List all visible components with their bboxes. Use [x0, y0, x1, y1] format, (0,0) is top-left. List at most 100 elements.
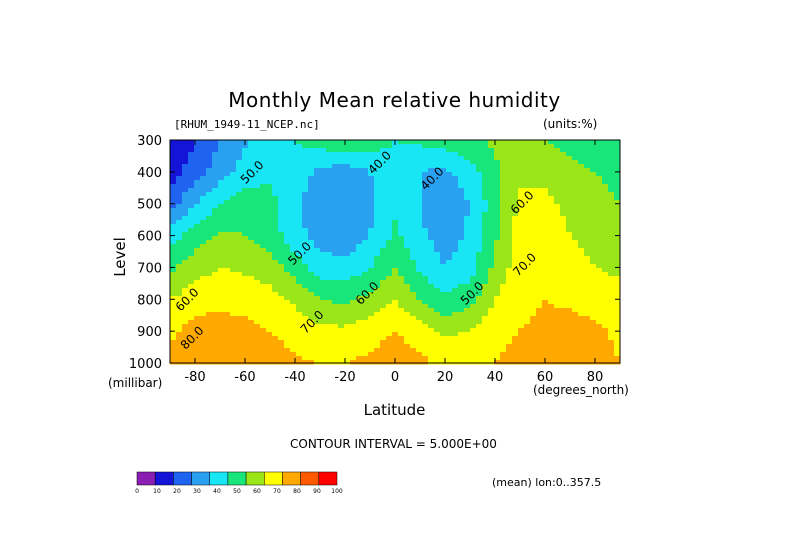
- heatmap-cell: [386, 192, 393, 197]
- heatmap-cell: [206, 176, 213, 181]
- heatmap-cell: [596, 148, 603, 153]
- heatmap-cell: [536, 152, 543, 157]
- heatmap-cell: [404, 156, 411, 161]
- heatmap-cell: [368, 356, 375, 361]
- heatmap-cell: [224, 260, 231, 265]
- heatmap-cell: [452, 252, 459, 257]
- heatmap-cell: [350, 268, 357, 273]
- heatmap-cell: [548, 312, 555, 317]
- heatmap-cell: [272, 272, 279, 277]
- heatmap-cell: [206, 284, 213, 289]
- heatmap-cell: [422, 140, 429, 145]
- heatmap-cell: [176, 356, 183, 361]
- heatmap-cell: [308, 248, 315, 253]
- heatmap-cell: [398, 316, 405, 321]
- heatmap-cell: [560, 252, 567, 257]
- heatmap-cell: [398, 264, 405, 269]
- heatmap-cell: [416, 172, 423, 177]
- heatmap-cell: [290, 264, 297, 269]
- heatmap-cell: [242, 300, 249, 305]
- heatmap-cell: [554, 336, 561, 341]
- heatmap-cell: [560, 204, 567, 209]
- heatmap-cell: [380, 280, 387, 285]
- heatmap-cell: [584, 352, 591, 357]
- heatmap-cell: [458, 160, 465, 165]
- heatmap-cell: [602, 304, 609, 309]
- heatmap-cell: [464, 180, 471, 185]
- heatmap-cell: [278, 256, 285, 261]
- heatmap-cell: [500, 184, 507, 189]
- heatmap-cell: [560, 176, 567, 181]
- heatmap-cell: [206, 216, 213, 221]
- heatmap-cell: [236, 244, 243, 249]
- heatmap-cell: [182, 296, 189, 301]
- heatmap-cell: [488, 180, 495, 185]
- heatmap-cell: [596, 312, 603, 317]
- heatmap-cell: [266, 256, 273, 261]
- heatmap-cell: [296, 176, 303, 181]
- heatmap-cell: [170, 156, 177, 161]
- heatmap-cell: [206, 220, 213, 225]
- heatmap-cell: [386, 284, 393, 289]
- heatmap-cell: [194, 228, 201, 233]
- heatmap-cell: [350, 248, 357, 253]
- heatmap-cell: [602, 168, 609, 173]
- heatmap-cell: [500, 348, 507, 353]
- heatmap-cell: [290, 144, 297, 149]
- heatmap-cell: [500, 356, 507, 361]
- heatmap-cell: [356, 160, 363, 165]
- heatmap-cell: [494, 192, 501, 197]
- heatmap-cell: [314, 292, 321, 297]
- heatmap-cell: [572, 284, 579, 289]
- heatmap-cell: [242, 196, 249, 201]
- heatmap-cell: [356, 144, 363, 149]
- heatmap-cell: [314, 160, 321, 165]
- heatmap-cell: [572, 316, 579, 321]
- heatmap-cell: [602, 256, 609, 261]
- heatmap-cell: [296, 340, 303, 345]
- heatmap-cell: [596, 328, 603, 333]
- heatmap-cell: [566, 308, 573, 313]
- heatmap-cell: [470, 212, 477, 217]
- heatmap-cell: [206, 244, 213, 249]
- heatmap-cell: [434, 280, 441, 285]
- heatmap-cell: [584, 268, 591, 273]
- heatmap-cell: [230, 200, 237, 205]
- heatmap-cell: [362, 156, 369, 161]
- heatmap-cell: [290, 140, 297, 145]
- heatmap-cell: [344, 268, 351, 273]
- heatmap-cell: [230, 308, 237, 313]
- heatmap-cell: [518, 360, 525, 365]
- heatmap-cell: [260, 204, 267, 209]
- heatmap-cell: [476, 184, 483, 189]
- heatmap-cell: [272, 284, 279, 289]
- heatmap-cell: [458, 292, 465, 297]
- heatmap-cell: [422, 252, 429, 257]
- heatmap-cell: [344, 324, 351, 329]
- heatmap-cell: [176, 328, 183, 333]
- heatmap-cell: [506, 356, 513, 361]
- heatmap-cell: [458, 280, 465, 285]
- heatmap-cell: [212, 248, 219, 253]
- heatmap-cell: [578, 320, 585, 325]
- heatmap-cell: [242, 176, 249, 181]
- heatmap-cell: [194, 224, 201, 229]
- heatmap-cell: [206, 232, 213, 237]
- heatmap-cell: [176, 284, 183, 289]
- heatmap-cell: [596, 324, 603, 329]
- heatmap-cell: [536, 260, 543, 265]
- heatmap-cell: [590, 336, 597, 341]
- heatmap-cell: [344, 296, 351, 301]
- heatmap-cell: [386, 160, 393, 165]
- heatmap-cell: [242, 168, 249, 173]
- heatmap-cell: [296, 240, 303, 245]
- heatmap-cell: [266, 164, 273, 169]
- heatmap-cell: [554, 164, 561, 169]
- heatmap-cell: [248, 260, 255, 265]
- heatmap-cell: [440, 140, 447, 145]
- heatmap-cell: [278, 148, 285, 153]
- heatmap-cell: [470, 288, 477, 293]
- heatmap-cell: [410, 336, 417, 341]
- heatmap-cell: [590, 208, 597, 213]
- heatmap-cell: [398, 236, 405, 241]
